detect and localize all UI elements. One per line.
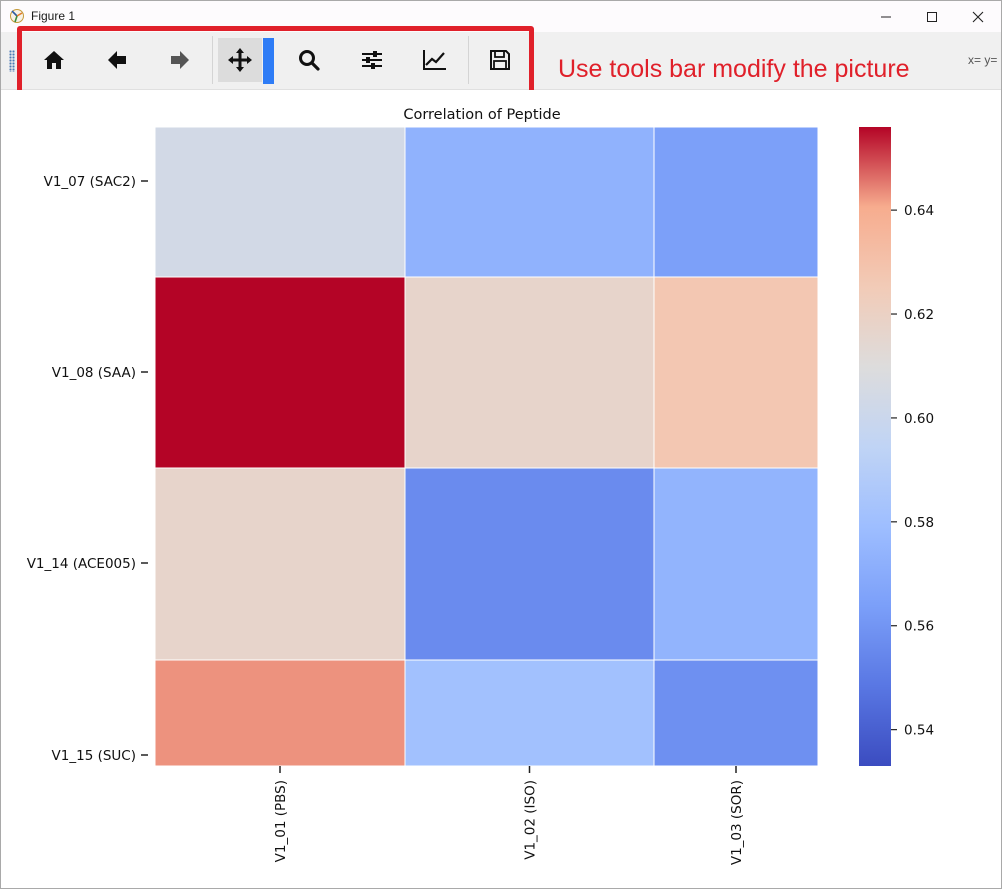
heatmap-cell <box>154 467 406 661</box>
figure-canvas[interactable]: Correlation of Peptide V1_07 (SAC2) V1_08… <box>2 90 1001 888</box>
heatmap-cell <box>653 467 819 661</box>
heatmap-chart[interactable]: Correlation of Peptide V1_07 (SAC2) V1_08… <box>2 90 1001 888</box>
pan-button[interactable] <box>218 38 262 82</box>
colorbar-tick-label: 0.62 <box>904 307 934 323</box>
minimize-icon <box>881 16 891 17</box>
heatmap-cell <box>653 659 819 767</box>
colorbar-tick-label: 0.60 <box>904 411 934 427</box>
maximize-button[interactable] <box>909 1 955 32</box>
floppy-disk-icon <box>490 50 510 70</box>
colorbar <box>859 127 891 766</box>
close-button[interactable] <box>955 1 1001 32</box>
magnifier-icon <box>299 50 320 71</box>
line-chart-icon <box>423 50 446 70</box>
matplotlib-app-icon <box>10 9 24 23</box>
colorbar-tick-label: 0.56 <box>904 619 934 635</box>
heatmap-cell <box>404 126 655 278</box>
colorbar-tick-label: 0.58 <box>904 515 934 531</box>
heatmap-cell <box>404 276 655 469</box>
heatmap-cell <box>404 659 655 767</box>
y-tick-label: V1_15 (SUC) <box>52 748 136 764</box>
forward-button[interactable] <box>158 38 202 82</box>
x-tick-label: V1_01 (PBS) <box>273 780 289 862</box>
arrow-right-icon <box>171 51 189 69</box>
title-bar[interactable]: Figure 1 <box>1 1 1001 32</box>
close-icon <box>972 11 984 22</box>
save-button[interactable] <box>478 38 522 82</box>
sliders-icon <box>362 51 382 69</box>
home-icon <box>44 51 64 69</box>
x-tick-label: V1_02 (ISO) <box>523 780 539 860</box>
heatmap-cell <box>653 276 819 469</box>
toolbar-grip[interactable] <box>9 50 15 72</box>
cursor-coordinates: x= y= <box>968 53 998 67</box>
zoom-button[interactable] <box>287 38 331 82</box>
x-tick-label: V1_03 (SOR) <box>729 780 745 865</box>
window-title: Figure 1 <box>31 9 76 23</box>
move-icon <box>228 48 252 72</box>
heatmap-cell <box>653 126 819 278</box>
colorbar-tick-label: 0.54 <box>904 723 934 739</box>
heatmap-cell <box>404 467 655 661</box>
heatmap-cell <box>154 659 406 767</box>
toolbar-separator <box>468 36 469 84</box>
y-tick-label: V1_14 (ACE005) <box>27 556 136 572</box>
arrow-left-icon <box>108 51 126 69</box>
annotation-text: Use tools bar modify the picture <box>558 55 910 83</box>
maximize-icon <box>927 11 937 22</box>
y-tick-label: V1_07 (SAC2) <box>44 174 136 190</box>
y-tick-label: V1_08 (SAA) <box>52 365 136 381</box>
edit-axes-button[interactable] <box>413 38 457 82</box>
home-button[interactable] <box>32 38 76 82</box>
back-button[interactable] <box>95 38 139 82</box>
heatmap-cell <box>154 276 406 469</box>
minimize-button[interactable] <box>863 1 909 32</box>
pan-active-indicator <box>263 38 274 84</box>
navigation-toolbar <box>1 32 1001 90</box>
toolbar-separator <box>212 36 213 84</box>
subplots-button[interactable] <box>350 38 394 82</box>
colorbar-tick-label: 0.64 <box>904 203 934 219</box>
heatmap-cell <box>154 126 406 278</box>
chart-title: Correlation of Peptide <box>403 107 560 123</box>
